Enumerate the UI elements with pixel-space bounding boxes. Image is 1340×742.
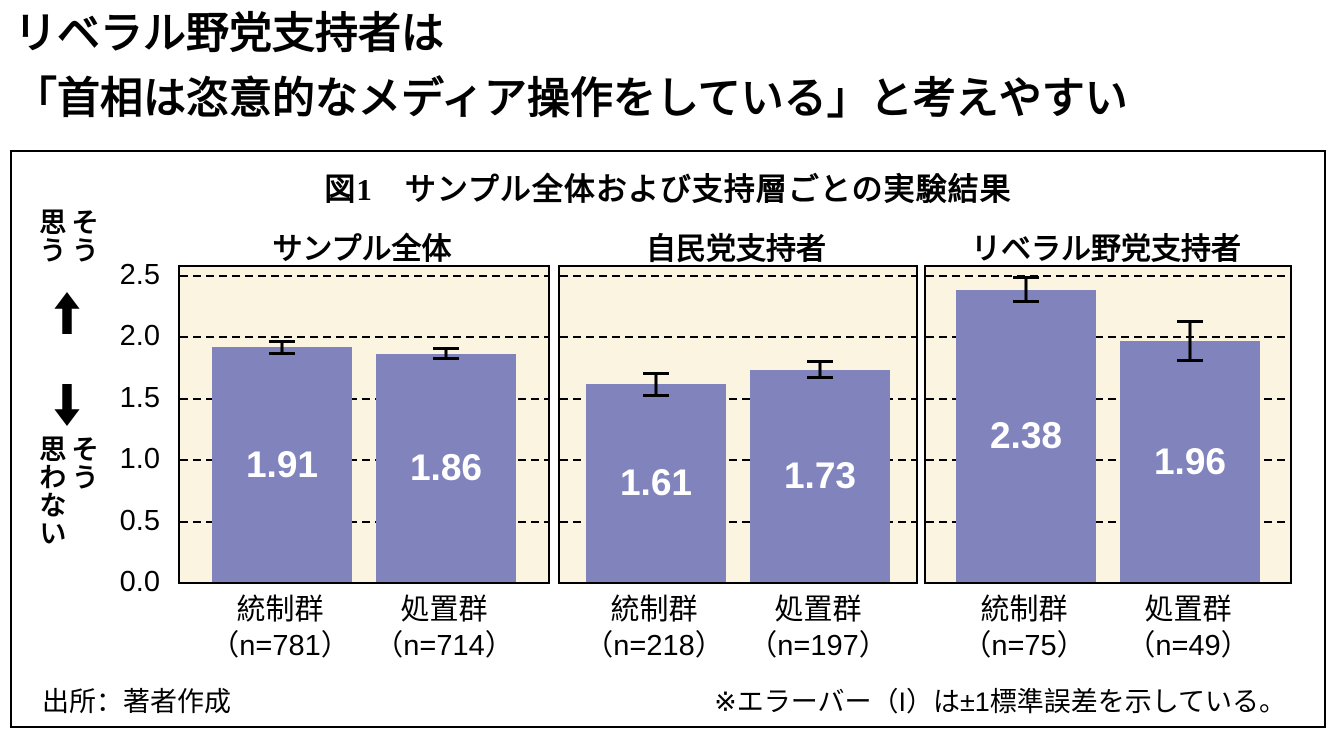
y-tick: 0.0 bbox=[119, 566, 160, 598]
bar-value-label: 1.61 bbox=[619, 462, 692, 504]
x-tick-n-label: （n=714） bbox=[374, 630, 514, 663]
bar-group-control: 2.38 bbox=[956, 267, 1096, 582]
x-tick-control: 統制群 （n=218） bbox=[584, 592, 724, 665]
y-tick: 1.0 bbox=[119, 443, 160, 476]
x-tick-n-label: （n=75） bbox=[962, 630, 1086, 663]
page-title-line2: 「首相は恣意的なメディア操作をしている」と考えやすい bbox=[14, 74, 1128, 123]
gridline bbox=[180, 275, 548, 277]
x-labels-ldp-supporters: 統制群 （n=218） 処置群 （n=197） bbox=[558, 592, 914, 665]
x-labels-sample-all: 統制群 （n=781） 処置群 （n=714） bbox=[178, 592, 546, 665]
bar-group-control: 1.91 bbox=[212, 267, 352, 582]
bars-row: 2.38 1.96 bbox=[926, 267, 1290, 582]
gridline bbox=[180, 459, 548, 462]
page-title: リベラル野党支持者は 「首相は恣意的なメディア操作をしている」と考えやすい bbox=[14, 2, 1128, 131]
x-labels-liberal-opposition-supporters: 統制群 （n=75） 処置群 （n=49） bbox=[924, 592, 1288, 665]
bar-group-treatment: 1.73 bbox=[750, 267, 890, 582]
y-axis-ticks: 2.5 2.0 1.5 1.0 0.5 0.0 bbox=[90, 259, 166, 598]
bar: 1.73 bbox=[750, 369, 890, 582]
bar: 2.38 bbox=[956, 289, 1096, 582]
up-arrow-icon bbox=[52, 292, 82, 339]
bar-group-control: 1.61 bbox=[586, 267, 726, 582]
panel-title-liberal-opposition-supporters: リベラル野党支持者 bbox=[971, 233, 1241, 266]
bar-value-label: 1.91 bbox=[245, 443, 318, 485]
error-bar bbox=[807, 359, 833, 380]
panel-title-ldp-supporters: 自民党支持者 bbox=[646, 233, 826, 266]
error-bar bbox=[269, 340, 295, 355]
bar: 1.96 bbox=[1120, 341, 1260, 582]
gridline bbox=[926, 459, 1290, 462]
x-tick-label: 統制群 bbox=[610, 594, 698, 626]
gridline bbox=[560, 397, 916, 400]
error-bar bbox=[433, 347, 459, 360]
gridline bbox=[180, 520, 548, 523]
gridline bbox=[560, 459, 916, 462]
panel-sample-all: 1.91 1.86 bbox=[178, 265, 550, 584]
gridline bbox=[560, 520, 916, 523]
source-note: 出所：著者作成 bbox=[42, 687, 231, 717]
gridline bbox=[926, 336, 1290, 339]
x-tick-treatment: 処置群 （n=197） bbox=[748, 592, 888, 665]
x-tick-n-label: （n=218） bbox=[584, 630, 724, 663]
page-title-line1: リベラル野党支持者は bbox=[14, 10, 444, 58]
x-tick-n-label: （n=781） bbox=[210, 630, 350, 663]
bar-value-label: 1.86 bbox=[409, 446, 482, 488]
y-tick: 2.5 bbox=[119, 259, 160, 291]
x-tick-n-label: （n=197） bbox=[748, 630, 888, 663]
bar-group-treatment: 1.96 bbox=[1120, 267, 1260, 582]
bars-row: 1.91 1.86 bbox=[180, 267, 548, 582]
error-bar bbox=[1177, 320, 1203, 363]
panel-title-sample-all: サンプル全体 bbox=[272, 233, 452, 266]
panel-ldp-supporters: 1.61 1.73 bbox=[558, 265, 918, 584]
x-tick-label: 処置群 bbox=[774, 594, 862, 626]
x-tick-control: 統制群 （n=781） bbox=[210, 592, 350, 665]
x-tick-n-label: （n=49） bbox=[1126, 630, 1250, 663]
bar-value-label: 2.38 bbox=[989, 414, 1062, 456]
bar-value-label: 1.73 bbox=[783, 454, 856, 496]
x-tick-control: 統制群 （n=75） bbox=[954, 592, 1094, 665]
gridline bbox=[926, 397, 1290, 400]
gridline bbox=[560, 275, 916, 277]
bar: 1.91 bbox=[212, 347, 352, 582]
gridline bbox=[560, 336, 916, 339]
x-tick-label: 統制群 bbox=[236, 594, 324, 626]
error-bar bbox=[1013, 276, 1039, 304]
x-tick-treatment: 処置群 （n=49） bbox=[1118, 592, 1258, 665]
down-arrow-icon bbox=[52, 384, 82, 431]
bar-value-label: 1.96 bbox=[1153, 440, 1226, 482]
figure-box: 図1 サンプル全体および支持層ごとの実験結果 そう 思う そう 思わない 2.5… bbox=[10, 150, 1326, 728]
gridline bbox=[180, 397, 548, 400]
gridline bbox=[180, 336, 548, 339]
gridline bbox=[926, 275, 1290, 277]
gridline bbox=[926, 520, 1290, 523]
bars-row: 1.61 1.73 bbox=[560, 267, 916, 582]
x-tick-treatment: 処置群 （n=714） bbox=[374, 592, 514, 665]
y-axis-top-label: そう 思う bbox=[35, 208, 98, 264]
error-bar bbox=[643, 372, 669, 397]
figure-title: 図1 サンプル全体および支持層ごとの実験結果 bbox=[324, 172, 1012, 207]
panel-liberal-opposition-supporters: 2.38 1.96 bbox=[924, 265, 1292, 584]
bar: 1.86 bbox=[376, 353, 516, 582]
x-tick-label: 処置群 bbox=[400, 594, 488, 626]
y-tick: 2.0 bbox=[119, 320, 160, 353]
x-tick-label: 統制群 bbox=[980, 594, 1068, 626]
x-tick-label: 処置群 bbox=[1144, 594, 1232, 626]
y-axis-bottom-label: そう 思わない bbox=[35, 435, 98, 547]
y-tick: 0.5 bbox=[119, 504, 160, 537]
bar: 1.61 bbox=[586, 384, 726, 582]
errorbar-note: ※エラーバー（I）は±1標準誤差を示している。 bbox=[714, 687, 1286, 717]
bar-group-treatment: 1.86 bbox=[376, 267, 516, 582]
y-tick: 1.5 bbox=[119, 381, 160, 414]
